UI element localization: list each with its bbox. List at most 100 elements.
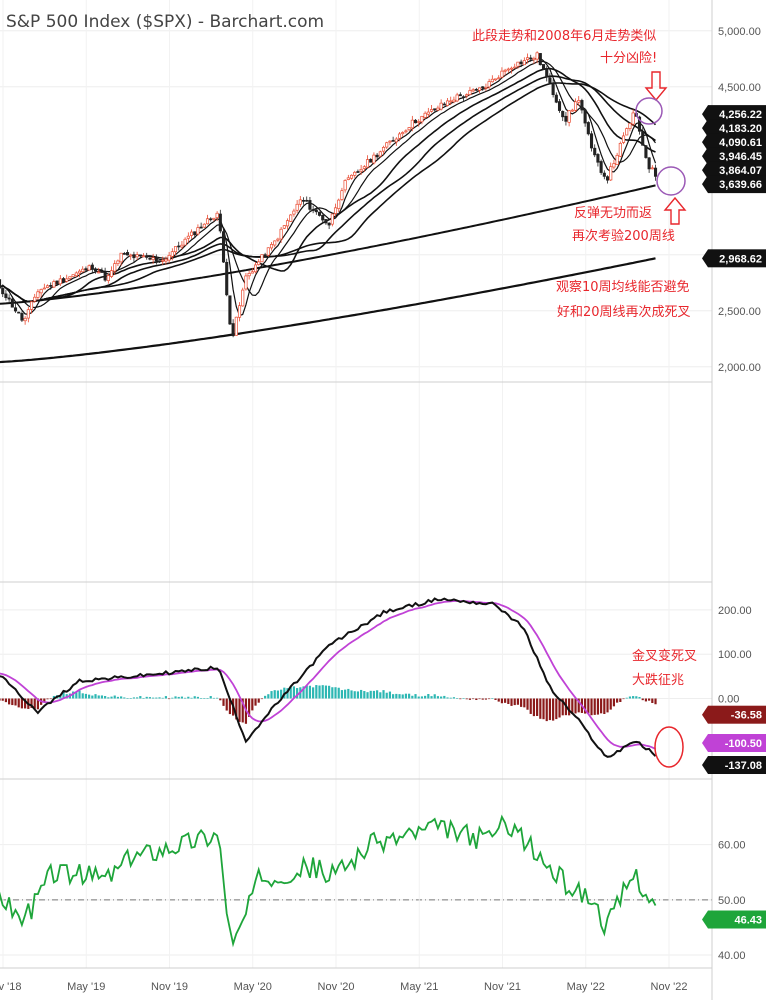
- annotation-golden-to-death: 金叉变死叉: [632, 648, 697, 664]
- value-badge: [708, 175, 766, 194]
- candle-body: [327, 222, 331, 226]
- macd-histogram-bar: [36, 698, 40, 710]
- candle-body: [196, 227, 200, 235]
- macd-histogram-bar: [558, 698, 561, 718]
- highlight-circle-bottom: [656, 166, 686, 196]
- candle-body: [330, 213, 334, 225]
- candle-body: [170, 251, 174, 257]
- macd-histogram-bar: [548, 698, 552, 721]
- macd-histogram-bar: [424, 695, 427, 699]
- candle-body: [77, 270, 82, 274]
- candle-body: [186, 235, 190, 239]
- macd-histogram-bar: [577, 698, 580, 713]
- moving-average-20: [0, 67, 656, 303]
- candle-body: [468, 90, 472, 95]
- candle-body: [189, 231, 194, 236]
- macd-histogram-bar: [456, 698, 459, 699]
- candle-body: [605, 176, 610, 181]
- macd-histogram-bar: [248, 698, 251, 717]
- candle-body: [26, 309, 30, 319]
- macd-histogram-bar: [219, 698, 222, 701]
- candle-body: [554, 94, 558, 103]
- macd-histogram-bar: [302, 686, 305, 699]
- macd-histogram-bar: [619, 698, 622, 702]
- macd-histogram-bar: [43, 698, 46, 702]
- candle-body: [113, 263, 117, 272]
- macd-histogram-bar: [552, 698, 555, 721]
- candle-body: [106, 275, 110, 282]
- value-badge-label: 4,090.61: [719, 137, 762, 149]
- y-tick-label: 2,500.00: [718, 306, 761, 318]
- candle-body: [209, 218, 213, 221]
- candle-body: [298, 199, 302, 205]
- candle-body: [119, 252, 123, 263]
- moving-average-40: [0, 82, 657, 303]
- macd-histogram-bar: [257, 698, 260, 703]
- candle-body: [455, 94, 459, 102]
- x-tick-label: May '20: [234, 981, 272, 993]
- candle-body: [71, 274, 75, 277]
- value-badge-label: -137.08: [725, 760, 762, 772]
- macd-histogram-bar: [510, 698, 513, 706]
- candle-body: [445, 100, 450, 106]
- macd-histogram-bar: [228, 698, 232, 715]
- candle-body: [653, 167, 658, 177]
- annotation-rebound-failed: 反弹无功而返: [574, 206, 652, 221]
- macd-histogram-bar: [350, 690, 353, 699]
- candle-body: [567, 110, 571, 123]
- moving-average-lines: [0, 56, 657, 364]
- macd-histogram-bar: [24, 698, 27, 709]
- candle-body: [391, 140, 395, 142]
- candle-body: [20, 313, 24, 321]
- macd-histogram-bar: [148, 697, 152, 699]
- macd-histogram-bar: [337, 687, 340, 699]
- macd-histogram-bar: [529, 698, 532, 714]
- candle-body: [346, 177, 350, 180]
- candle-body: [497, 77, 501, 80]
- value-badge: [708, 705, 766, 724]
- macd-histogram-bar: [305, 685, 308, 699]
- candle-body: [29, 301, 34, 310]
- macd-histogram-bar: [8, 698, 11, 705]
- value-badge-pointer: [702, 175, 708, 194]
- macd-histogram-bar: [635, 696, 638, 699]
- annotation-watch-10wk: 观察10周均线能否避免: [556, 280, 690, 295]
- candle-body: [132, 255, 136, 259]
- candle-body: [353, 171, 357, 176]
- macd-histogram-bar: [168, 698, 171, 700]
- candle-body: [295, 203, 299, 211]
- candle-body: [625, 128, 629, 136]
- candle-body: [221, 231, 226, 263]
- candle-body: [301, 199, 306, 202]
- macd-histogram-bar: [363, 691, 366, 699]
- macd-histogram-bar: [539, 698, 542, 719]
- candle-body: [17, 311, 21, 314]
- candle-body: [551, 82, 555, 96]
- candle-body: [100, 271, 104, 273]
- macd-histogram-bar: [449, 697, 452, 699]
- macd-histogram-bar: [200, 698, 203, 699]
- candle-body: [161, 259, 165, 262]
- candle-body: [381, 147, 386, 152]
- candle-body: [541, 64, 546, 70]
- candle-body: [631, 112, 635, 125]
- candle-body: [148, 257, 152, 260]
- moving-average-30: [0, 75, 656, 303]
- y-tick-label: 0.00: [718, 694, 739, 706]
- candle-body: [241, 289, 245, 307]
- macd-histogram-bar: [328, 685, 331, 699]
- macd-histogram-bar: [472, 698, 475, 700]
- candle-body: [522, 60, 526, 66]
- macd-histogram-bar: [408, 693, 411, 699]
- macd-histogram-bar: [145, 696, 148, 699]
- macd-histogram-bar: [4, 698, 8, 703]
- candle-body: [257, 261, 261, 265]
- macd-histogram-bar: [356, 691, 360, 699]
- macd-histogram-bar: [628, 696, 632, 699]
- candle-body: [602, 172, 606, 177]
- candle-body: [129, 254, 133, 257]
- macd-histogram-bar: [574, 698, 577, 714]
- candle-body: [122, 253, 126, 255]
- macd-histogram-bar: [238, 698, 241, 722]
- value-badge: [708, 105, 766, 124]
